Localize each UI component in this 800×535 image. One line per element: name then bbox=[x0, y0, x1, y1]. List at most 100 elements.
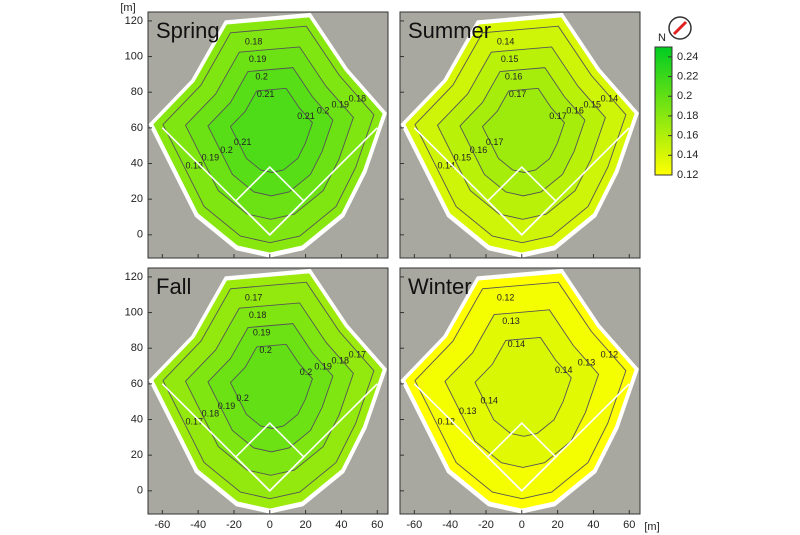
contour-label: 0.12 bbox=[438, 416, 456, 426]
y-tick-label: 120 bbox=[125, 271, 143, 283]
y-tick-label: 60 bbox=[131, 378, 143, 390]
contour-label: 0.17 bbox=[245, 293, 263, 303]
foul-line bbox=[413, 383, 523, 492]
panel: 0.140.140.140.150.150.150.160.160.160.17… bbox=[399, 11, 641, 259]
x-tick-label: -20 bbox=[478, 519, 494, 531]
contour-label: 0.16 bbox=[470, 145, 488, 155]
foul-line bbox=[161, 127, 271, 236]
foul-line bbox=[269, 127, 378, 236]
contour-label: 0.21 bbox=[297, 111, 315, 121]
contour-label: 0.19 bbox=[253, 328, 271, 338]
colorbar-tick-label: 0.18 bbox=[677, 110, 698, 122]
north-label: N bbox=[658, 32, 666, 44]
contour-label: 0.14 bbox=[438, 160, 456, 170]
y-tick-label: 60 bbox=[131, 122, 143, 134]
contour-label: 0.18 bbox=[186, 160, 204, 170]
contour-label: 0.13 bbox=[578, 357, 596, 367]
contour-label: 0.19 bbox=[218, 401, 236, 411]
contour-label: 0.18 bbox=[349, 94, 367, 104]
contour-label: 0.12 bbox=[497, 293, 515, 303]
x-tick-label: 40 bbox=[587, 519, 599, 531]
colorbar-tick-label: 0.14 bbox=[677, 149, 698, 161]
contour-label: 0.2 bbox=[300, 367, 313, 377]
colorbar-tick-label: 0.24 bbox=[677, 51, 698, 63]
panel-frame bbox=[399, 267, 641, 515]
y-tick-label: 0 bbox=[137, 229, 143, 241]
y-tick-label: 80 bbox=[131, 86, 143, 98]
panel-title: Fall bbox=[156, 274, 191, 299]
contour-label: 0.17 bbox=[509, 89, 527, 99]
contour-label: 0.17 bbox=[486, 137, 504, 147]
contour-label: 0.14 bbox=[497, 37, 515, 47]
contour-label: 0.18 bbox=[332, 356, 350, 366]
contour-label: 0.17 bbox=[186, 416, 204, 426]
y-tick-label: 40 bbox=[131, 157, 143, 169]
contour bbox=[474, 336, 572, 437]
y-tick-label: 100 bbox=[125, 306, 143, 318]
panel: 0.170.170.170.180.180.180.190.190.190.20… bbox=[125, 267, 389, 531]
y-tick-label: 20 bbox=[131, 449, 143, 461]
contour-label: 0.16 bbox=[505, 72, 523, 82]
x-tick-label: 60 bbox=[371, 519, 383, 531]
panel: 0.180.180.180.190.190.190.20.20.20.210.2… bbox=[125, 11, 389, 259]
contour-label: 0.14 bbox=[601, 94, 619, 104]
x-unit: [m] bbox=[644, 521, 659, 533]
panel-frame bbox=[147, 11, 389, 259]
contour-label: 0.17 bbox=[549, 111, 567, 121]
y-tick-label: 120 bbox=[125, 15, 143, 27]
contour-label: 0.14 bbox=[555, 365, 573, 375]
foul-line bbox=[161, 383, 271, 492]
contour-label: 0.21 bbox=[257, 89, 275, 99]
contour-label: 0.19 bbox=[314, 361, 332, 371]
contour-label: 0.19 bbox=[332, 100, 350, 110]
contour-label: 0.18 bbox=[202, 409, 220, 419]
panel-frame bbox=[147, 267, 389, 515]
contour-label: 0.18 bbox=[249, 310, 267, 320]
colorbar-tick-label: 0.16 bbox=[677, 130, 698, 142]
contour-label: 0.15 bbox=[501, 54, 519, 64]
x-tick-label: -20 bbox=[226, 519, 242, 531]
panel-title: Summer bbox=[408, 18, 491, 43]
contour-label: 0.2 bbox=[220, 145, 233, 155]
contour-label: 0.2 bbox=[259, 345, 272, 355]
panel-title: Winter bbox=[408, 274, 472, 299]
contour bbox=[229, 87, 313, 173]
y-unit: [m] bbox=[120, 2, 135, 14]
compass bbox=[668, 16, 692, 40]
panel-title: Spring bbox=[156, 18, 220, 43]
colorbar-tick-label: 0.22 bbox=[677, 70, 698, 82]
foul-line bbox=[269, 383, 378, 492]
contour-label: 0.13 bbox=[459, 406, 477, 416]
y-tick-label: 40 bbox=[131, 413, 143, 425]
y-tick-label: 100 bbox=[125, 50, 143, 62]
foul-line bbox=[413, 127, 523, 236]
contour-label: 0.12 bbox=[601, 350, 619, 360]
contour-label: 0.15 bbox=[584, 100, 602, 110]
contour-label: 0.19 bbox=[249, 54, 267, 64]
x-tick-label: -40 bbox=[442, 519, 458, 531]
x-tick-label: 0 bbox=[267, 519, 273, 531]
contour-label: 0.19 bbox=[202, 153, 220, 163]
x-tick-label: 60 bbox=[623, 519, 635, 531]
y-tick-label: 0 bbox=[137, 485, 143, 497]
contour-label: 0.21 bbox=[234, 137, 252, 147]
x-tick-label: -60 bbox=[154, 519, 170, 531]
x-tick-label: 0 bbox=[519, 519, 525, 531]
contour bbox=[481, 87, 565, 173]
colorbar bbox=[654, 46, 673, 176]
contour-label: 0.17 bbox=[349, 350, 367, 360]
y-tick-label: 80 bbox=[131, 342, 143, 354]
contour-label: 0.14 bbox=[508, 339, 526, 349]
contour bbox=[229, 343, 313, 429]
contour-label: 0.2 bbox=[236, 393, 249, 403]
x-tick-label: 20 bbox=[551, 519, 563, 531]
x-tick-label: 20 bbox=[299, 519, 311, 531]
contour-label: 0.16 bbox=[566, 105, 584, 115]
foul-line bbox=[521, 127, 630, 236]
colorbar-tick-label: 0.12 bbox=[677, 169, 698, 181]
contour-label: 0.14 bbox=[481, 396, 499, 406]
contour-label: 0.18 bbox=[245, 37, 263, 47]
x-tick-label: -40 bbox=[190, 519, 206, 531]
y-tick-label: 20 bbox=[131, 193, 143, 205]
